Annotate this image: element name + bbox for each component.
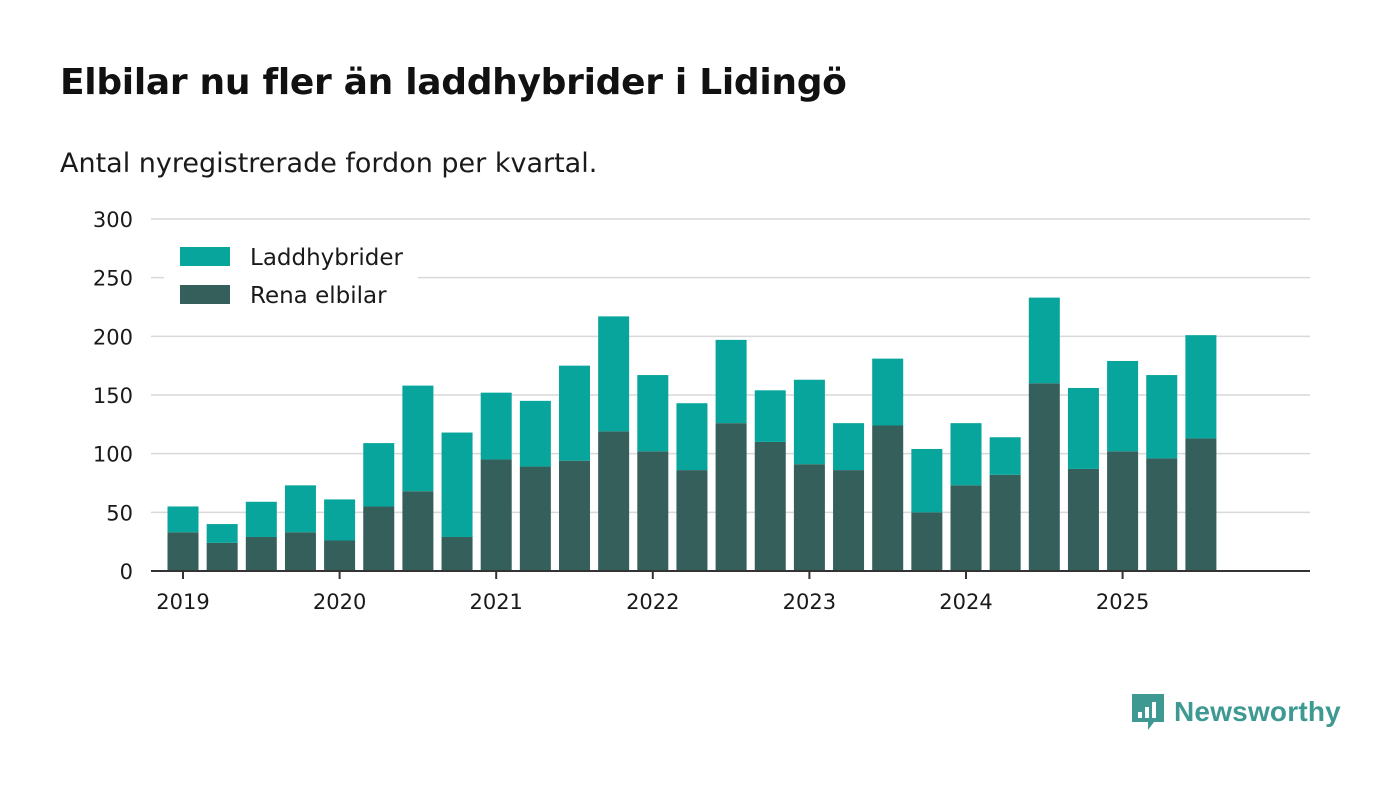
bar-rena-elbilar xyxy=(950,485,982,571)
bar-laddhybrider xyxy=(911,448,943,513)
brand-name: Newsworthy xyxy=(1174,696,1341,727)
x-tick-label: 2022 xyxy=(626,590,679,614)
bar-rena-elbilar xyxy=(324,540,356,571)
x-tick-label: 2025 xyxy=(1096,590,1149,614)
legend-swatch-rena-elbilar xyxy=(180,285,230,304)
bar-rena-elbilar xyxy=(715,423,747,571)
newsworthy-icon xyxy=(1132,694,1164,730)
bar-laddhybrider xyxy=(989,437,1021,475)
stacked-bar-chart: 0 50 100 150 200 250 300 2019 2020 2021 2022 2023 20… xyxy=(93,208,1310,614)
bar-laddhybrider xyxy=(480,392,512,460)
bar-laddhybrider xyxy=(833,423,865,471)
legend-swatch-laddhybrider xyxy=(180,247,230,266)
bar-rena-elbilar xyxy=(441,536,473,571)
x-tick-label: 2024 xyxy=(939,590,992,614)
bar-rena-elbilar xyxy=(598,431,630,571)
bar-laddhybrider xyxy=(519,400,551,467)
bar-rena-elbilar xyxy=(637,451,669,571)
y-tick-label: 200 xyxy=(93,325,133,349)
chart-title: Elbilar nu fler än laddhybrider i Liding… xyxy=(60,62,847,103)
bar-rena-elbilar xyxy=(911,512,943,571)
legend-label-laddhybrider: Laddhybrider xyxy=(250,245,403,271)
bar-laddhybrider xyxy=(559,365,590,461)
bar-laddhybrider xyxy=(637,375,669,452)
bar-rena-elbilar xyxy=(519,466,551,571)
y-tick-label: 50 xyxy=(106,501,133,525)
bar-rena-elbilar xyxy=(1146,458,1178,571)
bar-laddhybrider xyxy=(598,316,630,432)
bar-rena-elbilar xyxy=(284,532,316,571)
bar-rena-elbilar xyxy=(833,470,865,571)
bar-laddhybrider xyxy=(1107,360,1139,452)
bar-rena-elbilar xyxy=(754,441,786,571)
bar-rena-elbilar xyxy=(245,536,277,571)
bar-rena-elbilar xyxy=(872,425,904,571)
bar-laddhybrider xyxy=(167,506,199,533)
bar-rena-elbilar xyxy=(402,491,434,571)
chart-subtitle: Antal nyregistrerade fordon per kvartal. xyxy=(60,148,598,179)
bar-rena-elbilar xyxy=(167,532,199,571)
y-tick-label: 100 xyxy=(93,443,133,467)
bar-laddhybrider xyxy=(950,423,982,486)
bar-rena-elbilar xyxy=(1107,451,1139,571)
bar-rena-elbilar xyxy=(559,460,590,571)
bar-laddhybrider xyxy=(402,385,434,492)
bar-laddhybrider xyxy=(1028,297,1060,384)
bar-laddhybrider xyxy=(1185,335,1217,439)
bar-rena-elbilar xyxy=(1067,468,1099,571)
legend-label-rena-elbilar: Rena elbilar xyxy=(250,283,387,309)
bar-laddhybrider xyxy=(441,432,473,537)
y-tick-label: 250 xyxy=(93,267,133,291)
y-tick-label: 150 xyxy=(93,384,133,408)
x-tick-label: 2019 xyxy=(156,590,209,614)
bar-laddhybrider xyxy=(363,443,395,507)
bar-rena-elbilar xyxy=(989,474,1021,571)
bar-laddhybrider xyxy=(793,379,825,465)
bar-laddhybrider xyxy=(284,485,316,533)
x-tick-label: 2020 xyxy=(313,590,366,614)
newsworthy-logo: Newsworthy xyxy=(1130,690,1341,734)
bar-laddhybrider xyxy=(1146,375,1178,459)
y-tick-label: 0 xyxy=(120,560,133,584)
y-tick-label: 300 xyxy=(93,208,133,232)
bar-laddhybrider xyxy=(206,524,238,543)
bar-rena-elbilar xyxy=(480,459,512,571)
bar-laddhybrider xyxy=(1067,387,1099,469)
x-tick-label: 2021 xyxy=(469,590,522,614)
bar-rena-elbilar xyxy=(676,470,708,571)
bar-laddhybrider xyxy=(872,358,904,426)
bar-rena-elbilar xyxy=(793,464,825,571)
bar-laddhybrider xyxy=(715,339,747,424)
bar-rena-elbilar xyxy=(1028,383,1060,571)
bar-rena-elbilar xyxy=(363,506,395,571)
bar-rena-elbilar xyxy=(206,542,238,571)
bar-laddhybrider xyxy=(754,390,786,442)
bar-laddhybrider xyxy=(676,403,708,471)
bar-rena-elbilar xyxy=(1185,438,1217,571)
x-tick-label: 2023 xyxy=(783,590,836,614)
bar-laddhybrider xyxy=(324,499,356,541)
bar-laddhybrider xyxy=(245,501,277,537)
